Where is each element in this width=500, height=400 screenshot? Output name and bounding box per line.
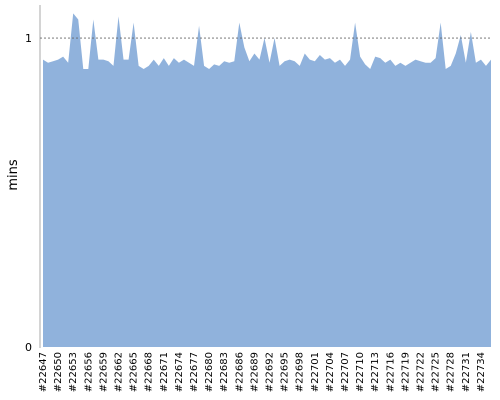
x-tick-label: #22656 <box>83 352 94 392</box>
x-tick-label: #22662 <box>114 352 125 392</box>
x-tick-label: #22650 <box>53 352 64 392</box>
x-tick-label: #22728 <box>446 352 457 392</box>
x-tick-label: #22719 <box>400 352 411 392</box>
y-axis-label: mins <box>6 159 21 191</box>
x-tick-label: #22677 <box>189 352 200 392</box>
x-tick-label: #22704 <box>325 352 336 392</box>
x-tick-label: #22671 <box>159 352 170 392</box>
x-tick-label: #22653 <box>68 352 79 392</box>
x-tick-label: #22713 <box>370 352 381 392</box>
x-tick-label: #22695 <box>280 352 291 392</box>
x-tick-label: #22665 <box>129 352 140 392</box>
x-tick-label: #22659 <box>98 352 109 392</box>
x-tick-label: #22692 <box>265 352 276 392</box>
x-tick-label: #22680 <box>204 352 215 392</box>
x-tick-label: #22734 <box>476 352 487 392</box>
area <box>43 13 491 348</box>
x-tick-label: #22722 <box>416 352 427 392</box>
x-tick-label: #22725 <box>431 352 442 392</box>
x-tick-label: #22701 <box>310 352 321 392</box>
x-tick-label: #22698 <box>295 352 306 392</box>
x-tick-label: #22689 <box>249 352 260 392</box>
x-tick-label: #22668 <box>144 352 155 392</box>
y-tick-label: 1 <box>25 32 32 45</box>
x-tick-label: #22647 <box>38 352 49 392</box>
y-tick-label: 0 <box>25 341 32 354</box>
x-tick-label: #22686 <box>234 352 245 392</box>
x-tick-label: #22710 <box>355 352 366 392</box>
x-tick-label: #22731 <box>461 352 472 392</box>
x-tick-label: #22683 <box>219 352 230 392</box>
x-tick-label: #22674 <box>174 352 185 392</box>
x-tick-label: #22707 <box>340 352 351 392</box>
x-tick-label: #22716 <box>385 352 396 392</box>
